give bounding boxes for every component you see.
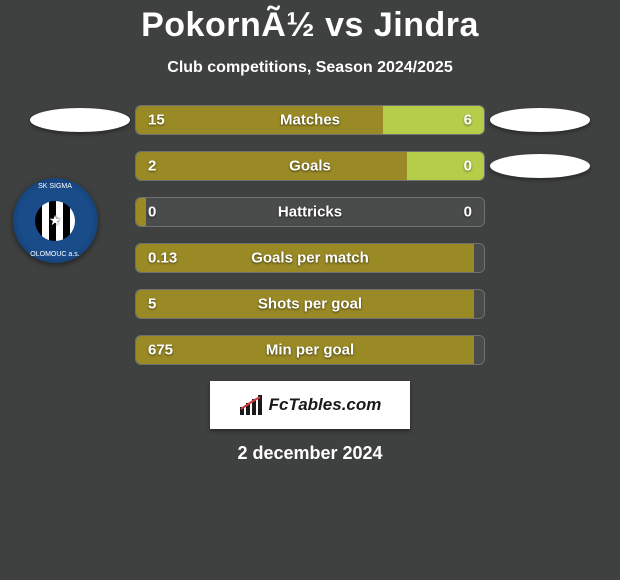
stat-label: Goals (289, 158, 331, 175)
stat-label: Matches (280, 112, 340, 129)
stat-bar: 675 Min per goal (135, 335, 485, 365)
club-crest: SK SIGMA ★ OLOMOUC a.s. (13, 178, 98, 263)
bar-right-fill (407, 152, 484, 180)
brand-badge: FcTables.com (210, 381, 410, 429)
stat-value-left: 15 (148, 112, 165, 129)
stat-value-left: 0 (148, 204, 156, 221)
stat-label: Shots per goal (258, 296, 362, 313)
left-player-crest-wrap: SK SIGMA ★ OLOMOUC a.s. (0, 178, 110, 263)
stat-value-left: 0.13 (148, 250, 177, 267)
brand-chart-icon (239, 395, 263, 415)
stat-bar: 0.13 Goals per match (135, 243, 485, 273)
crest-text-top: SK SIGMA (13, 183, 98, 190)
right-player-ellipse (490, 154, 590, 178)
right-side-slot (485, 154, 595, 178)
right-player-ellipse (490, 108, 590, 132)
brand-text: FcTables.com (269, 395, 382, 415)
stat-label: Min per goal (266, 342, 354, 359)
stat-value-left: 675 (148, 342, 173, 359)
bar-left-fill (136, 198, 146, 226)
stat-value-right: 0 (464, 204, 472, 221)
left-player-ellipse (30, 108, 130, 132)
bar-left-fill (136, 106, 383, 134)
bar-right-fill (474, 244, 484, 272)
crest-text-bottom: OLOMOUC a.s. (13, 251, 98, 258)
stat-row: 15 6 Matches (0, 105, 620, 135)
stat-bar: 0 0 Hattricks (135, 197, 485, 227)
date-text: 2 december 2024 (0, 443, 620, 464)
stat-label: Hattricks (278, 204, 342, 221)
subtitle: Club competitions, Season 2024/2025 (0, 59, 620, 77)
stat-value-left: 5 (148, 296, 156, 313)
crest-star-icon: ★ (49, 212, 62, 229)
bar-right-fill (474, 336, 484, 364)
crest-inner: ★ (35, 201, 75, 241)
bar-right-fill (474, 290, 484, 318)
bar-left-fill (136, 152, 407, 180)
stat-bar: 15 6 Matches (135, 105, 485, 135)
stat-row: 675 Min per goal (0, 335, 620, 365)
stat-value-right: 0 (464, 158, 472, 175)
left-side-slot (25, 108, 135, 132)
stat-value-left: 2 (148, 158, 156, 175)
right-side-slot (485, 108, 595, 132)
stat-bar: 5 Shots per goal (135, 289, 485, 319)
stat-row: 2 0 Goals (0, 151, 620, 181)
stat-row: 5 Shots per goal (0, 289, 620, 319)
stat-label: Goals per match (251, 250, 369, 267)
stat-value-right: 6 (464, 112, 472, 129)
page-title: PokornÃ½ vs Jindra (0, 0, 620, 45)
stat-bar: 2 0 Goals (135, 151, 485, 181)
